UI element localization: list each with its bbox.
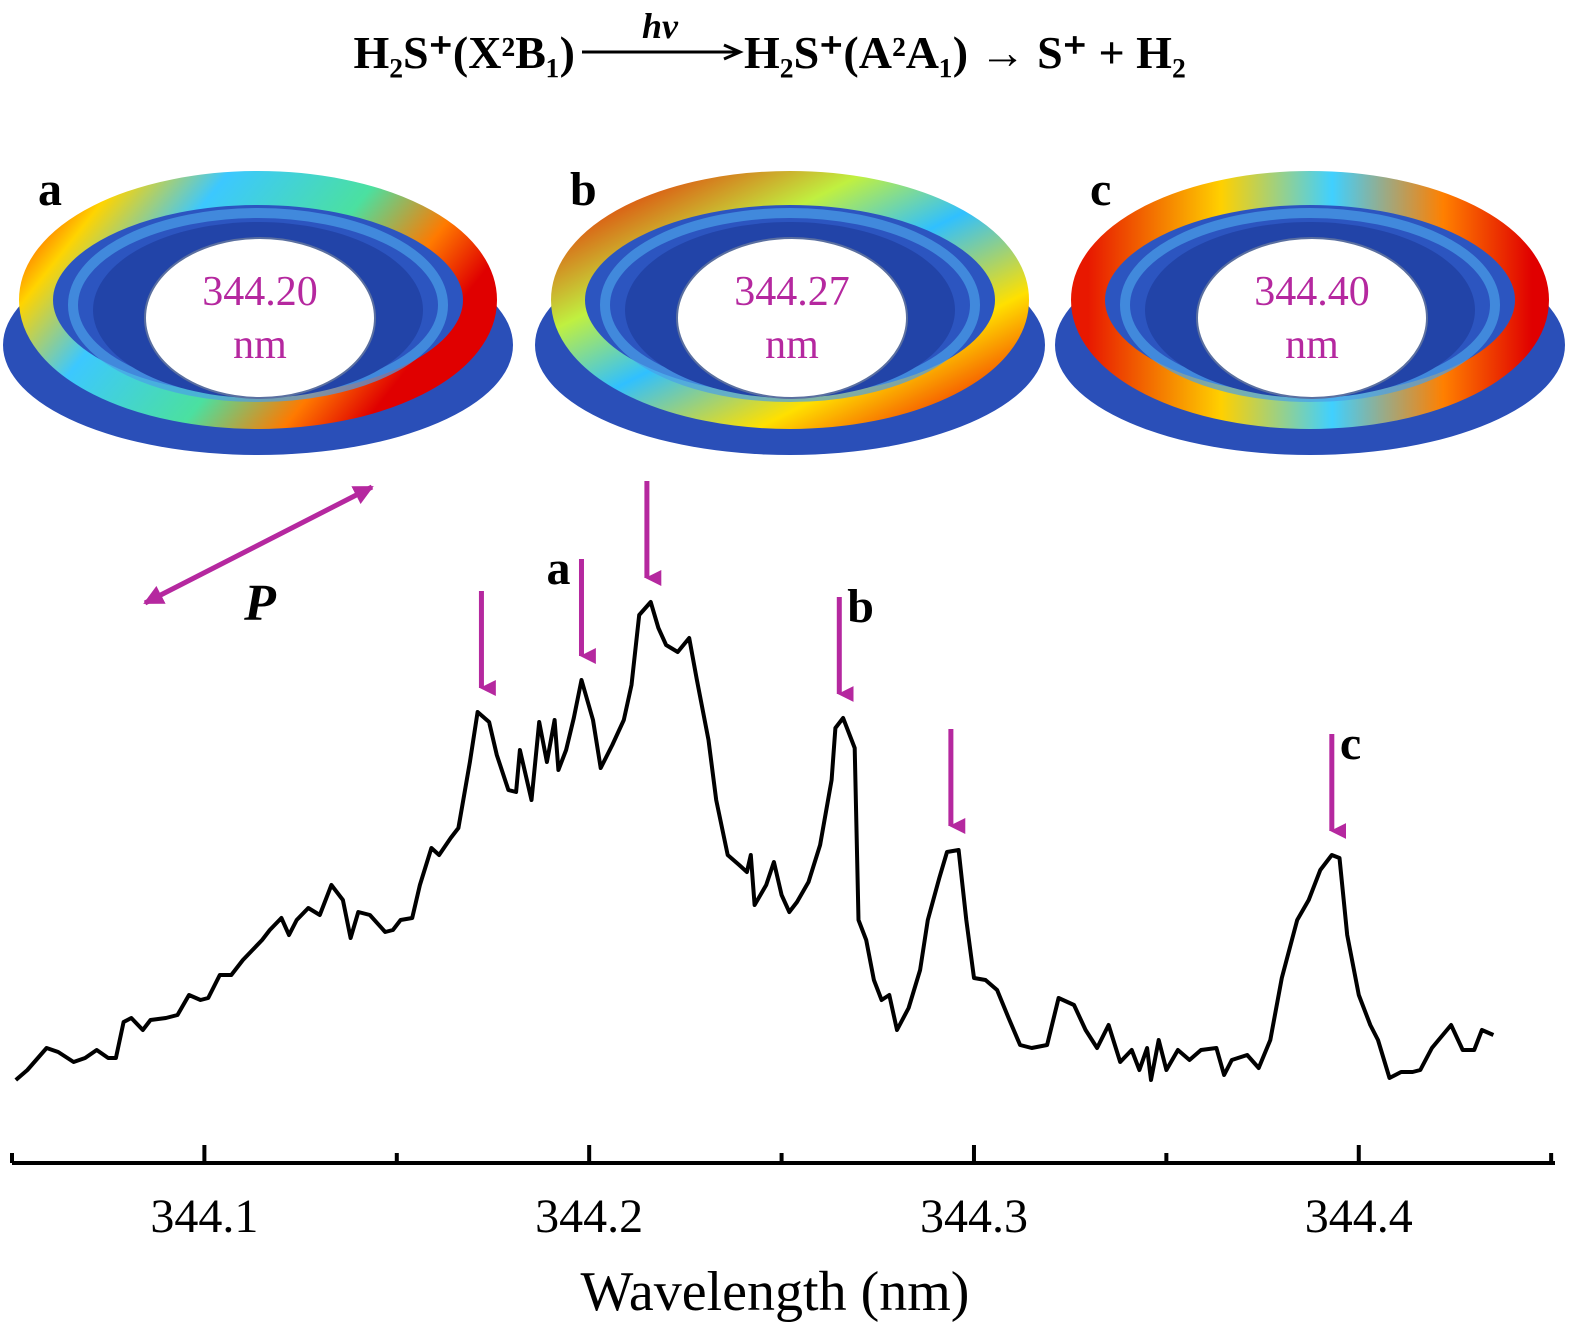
peak-label: c: [1340, 717, 1361, 770]
arrow-label: hv: [642, 6, 679, 46]
ring-unit: nm: [765, 322, 819, 368]
ring-hole: [144, 237, 376, 399]
ring-image: 344.27 nm: [535, 171, 1045, 455]
x-tick-label: 344.1: [150, 1190, 258, 1243]
x-axis-label: Wavelength (nm): [581, 1261, 970, 1323]
reaction-arrow-head: [723, 43, 744, 61]
polarization-arrow: [143, 484, 374, 606]
spectrum-line: [14, 600, 1495, 1082]
x-tick-label: 344.4: [1305, 1190, 1413, 1243]
panel-label: a: [38, 163, 62, 216]
ring-wavelength: 344.40: [1254, 269, 1370, 315]
equation: H₂S⁺(X²B₁) hv H₂S⁺(A²A₁) → S⁺ + H₂: [353, 6, 1185, 78]
ring-image: 344.20 nm: [3, 171, 513, 455]
ring-image: 344.40 nm: [1055, 171, 1565, 455]
peak-label: a: [546, 542, 570, 595]
panel-label: c: [1090, 163, 1111, 216]
x-tick-label: 344.2: [535, 1190, 643, 1243]
polarization-label: P: [243, 575, 277, 632]
panel-label: b: [570, 163, 597, 216]
equation-left: H₂S⁺(X²B₁): [353, 27, 575, 78]
equation-right: H₂S⁺(A²A₁) → S⁺ + H₂: [744, 27, 1186, 78]
ring-wavelength: 344.20: [202, 269, 318, 315]
ring-hole: [676, 237, 908, 399]
ring-hole: [1196, 237, 1428, 399]
x-tick-label: 344.3: [920, 1190, 1028, 1243]
peak-label: b: [847, 580, 874, 633]
ring-unit: nm: [233, 322, 287, 368]
ring-wavelength: 344.27: [734, 269, 850, 315]
ring-unit: nm: [1285, 322, 1339, 368]
